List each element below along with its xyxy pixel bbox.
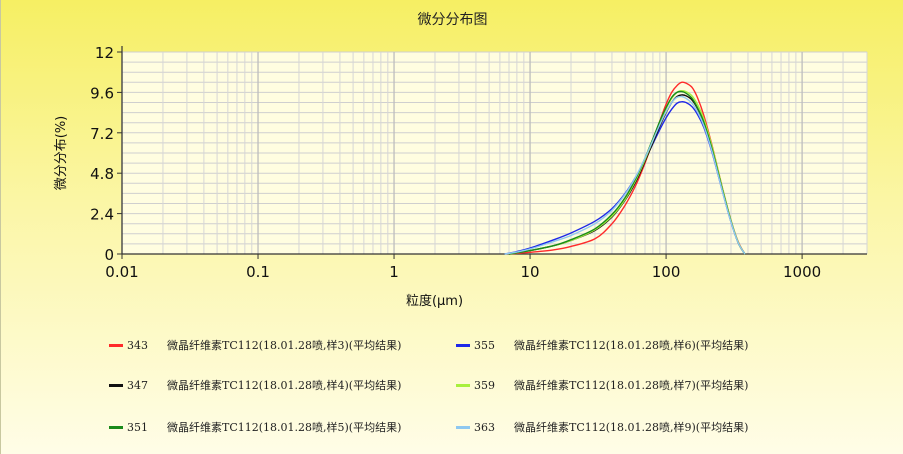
legend-item: 359 微晶纤维素TC112(18.01.28喷,样7)(平均结果) bbox=[456, 377, 748, 393]
y-tick-label: 9.6 bbox=[90, 84, 114, 102]
legend-id: 347 bbox=[127, 378, 148, 392]
legend-label: 微晶纤维素TC112(18.01.28喷,样7)(平均结果) bbox=[514, 379, 749, 392]
y-tick-label: 4.8 bbox=[90, 165, 114, 183]
legend-swatch bbox=[456, 343, 470, 347]
y-tick-label: 7.2 bbox=[90, 125, 114, 143]
legend-id: 343 bbox=[127, 338, 148, 352]
y-axis-label: 微分分布(%) bbox=[54, 116, 69, 191]
x-tick-label: 100 bbox=[652, 263, 681, 281]
x-tick-label: 0.01 bbox=[105, 263, 138, 281]
x-tick-label: 1000 bbox=[783, 263, 821, 281]
x-axis-label: 粒度(μm) bbox=[406, 293, 463, 309]
particle-size-chart: 0 2.4 4.8 7.2 9.6 12 0.01 0.1 1 10 100 1000 粒度(μm) 微分… bbox=[54, 44, 868, 309]
legend-label: 微晶纤维素TC112(18.01.28喷,样3)(平均结果) bbox=[167, 339, 402, 352]
legend-label: 微晶纤维素TC112(18.01.28喷,样4)(平均结果) bbox=[167, 379, 402, 392]
x-tick-label: 0.1 bbox=[246, 263, 270, 281]
x-tick-label: 1 bbox=[389, 263, 399, 281]
y-tick-label: 12 bbox=[95, 44, 114, 62]
legend-swatch bbox=[456, 425, 470, 429]
y-tick-label: 0 bbox=[104, 246, 114, 264]
legend-swatch bbox=[456, 383, 470, 387]
legend-label: 微晶纤维素TC112(18.01.28喷,样5)(平均结果) bbox=[167, 421, 402, 434]
legend-item: 347 微晶纤维素TC112(18.01.28喷,样4)(平均结果) bbox=[109, 377, 401, 393]
legend-item: 351 微晶纤维素TC112(18.01.28喷,样5)(平均结果) bbox=[109, 419, 401, 435]
legend-item: 343 微晶纤维素TC112(18.01.28喷,样3)(平均结果) bbox=[109, 337, 401, 353]
legend-item: 363 微晶纤维素TC112(18.01.28喷,样9)(平均结果) bbox=[456, 419, 748, 435]
legend-label: 微晶纤维素TC112(18.01.28喷,样6)(平均结果) bbox=[514, 339, 749, 352]
y-tick-label: 2.4 bbox=[90, 206, 114, 224]
legend-id: 359 bbox=[474, 378, 495, 392]
legend-swatch bbox=[109, 425, 123, 429]
series-line-363 bbox=[504, 95, 746, 255]
legend-swatch bbox=[109, 343, 123, 347]
legend-id: 363 bbox=[474, 420, 495, 434]
legend-label: 微晶纤维素TC112(18.01.28喷,样9)(平均结果) bbox=[514, 421, 749, 434]
legend-item: 355 微晶纤维素TC112(18.01.28喷,样6)(平均结果) bbox=[456, 337, 748, 353]
legend-id: 351 bbox=[127, 420, 148, 434]
x-tick-label: 10 bbox=[521, 263, 540, 281]
chart-title: 微分分布图 bbox=[417, 12, 488, 28]
legend-id: 355 bbox=[474, 338, 495, 352]
legend-swatch bbox=[109, 383, 123, 387]
